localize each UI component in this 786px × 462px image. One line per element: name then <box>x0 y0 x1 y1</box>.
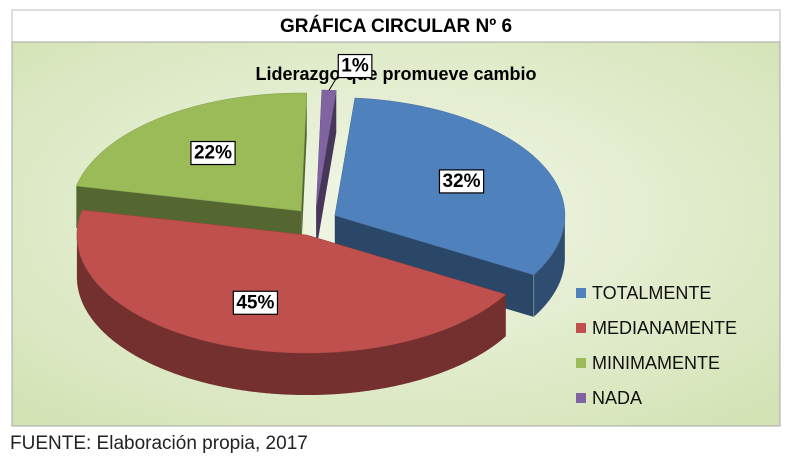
data-label-box <box>190 140 236 166</box>
data-label: 45% <box>236 292 274 313</box>
legend-label: MINIMAMENTE <box>592 353 720 373</box>
header-box <box>11 9 781 43</box>
slice-wall <box>534 213 565 317</box>
legend-swatch <box>576 323 586 333</box>
data-label: 32% <box>442 171 480 192</box>
header: GRÁFICA CIRCULAR Nº 6 <box>280 15 512 37</box>
slice-wall <box>76 233 506 396</box>
labels: 32% 45% 22% 1% <box>190 53 485 315</box>
slice-side <box>316 90 337 251</box>
data-label-box <box>438 169 485 194</box>
legend-label: MEDIANAMENTE <box>592 318 737 338</box>
legend-swatch <box>576 393 586 403</box>
slice <box>76 209 507 354</box>
data-label: 22% <box>194 143 232 164</box>
legend-swatch <box>576 358 586 368</box>
legend-label: TOTALMENTE <box>592 283 711 303</box>
legend-swatch <box>576 288 586 298</box>
legend-label: NADA <box>592 388 642 408</box>
slice-side <box>301 93 307 253</box>
data-label-box <box>337 53 373 79</box>
data-label: 1% <box>341 56 369 77</box>
source: FUENTE: Elaboración propia, 2017 <box>10 433 308 454</box>
slice <box>316 89 337 209</box>
chart-title: Liderazgo que promueve cambio <box>255 64 536 84</box>
data-label-box <box>232 290 279 315</box>
